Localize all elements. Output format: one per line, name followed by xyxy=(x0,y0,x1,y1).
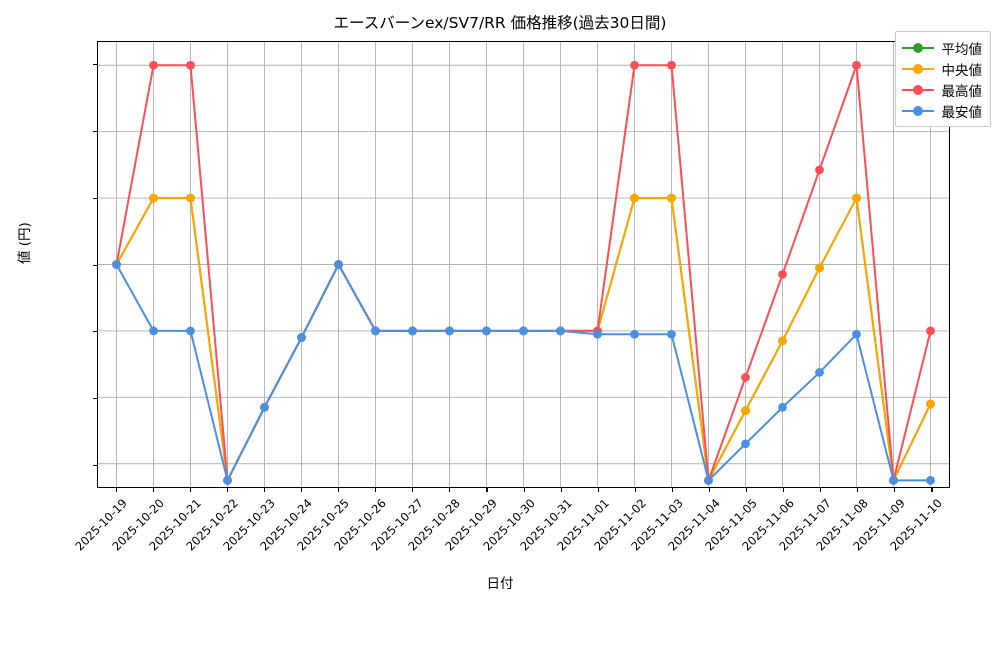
x-tick-mark xyxy=(412,488,414,492)
legend-swatch-icon xyxy=(901,41,934,55)
legend-swatch-icon xyxy=(901,104,934,118)
y-tick-mark xyxy=(93,264,97,266)
x-tick-mark xyxy=(597,488,599,492)
x-tick-mark xyxy=(671,488,673,492)
x-tick-mark xyxy=(746,488,748,492)
y-tick-mark xyxy=(93,64,97,66)
legend-label: 最高値 xyxy=(941,83,983,100)
x-tick-mark xyxy=(894,488,896,492)
grid-lines xyxy=(98,42,949,487)
y-tick-mark xyxy=(93,397,97,400)
x-tick-mark xyxy=(300,488,303,492)
legend-item-2[interactable]: 最高値 xyxy=(901,79,983,100)
x-tick-mark xyxy=(783,488,785,492)
x-tick-mark xyxy=(375,488,377,492)
legend-item-1[interactable]: 中央値 xyxy=(901,58,983,79)
x-tick-mark xyxy=(152,488,154,492)
x-axis-label: 日付 xyxy=(486,576,514,592)
chart-title: エースバーンex/SV7/RR 価格推移(過去30日間) xyxy=(333,14,667,32)
legend-label: 平均値 xyxy=(941,41,983,58)
y-axis-label: 値 (円) xyxy=(17,222,33,264)
x-tick-mark xyxy=(857,488,859,492)
x-tick-mark xyxy=(523,488,525,492)
x-tick-mark xyxy=(263,488,265,492)
legend-swatch-icon xyxy=(901,62,934,76)
legend-item-3[interactable]: 最安値 xyxy=(901,100,983,121)
legend-item-0[interactable]: 平均値 xyxy=(901,37,983,58)
y-tick-mark xyxy=(93,131,97,133)
chart-figure: エースバーンex/SV7/RR 価格推移(過去30日間) 値 (円) 日付 40… xyxy=(17,14,991,592)
legend-swatch-icon xyxy=(901,83,934,97)
x-tick-mark xyxy=(708,488,711,492)
y-tick-mark xyxy=(93,197,97,199)
x-tick-mark xyxy=(560,488,562,492)
x-tick-mark xyxy=(486,488,488,492)
series-3 xyxy=(112,260,935,485)
x-tick-mark xyxy=(338,488,340,492)
y-tick-mark xyxy=(93,464,97,466)
chart-legend: 平均値中央値最高値最安値 xyxy=(894,31,991,127)
x-tick-mark xyxy=(115,488,117,492)
plot-area xyxy=(97,41,950,488)
legend-label: 中央値 xyxy=(941,62,983,79)
legend-label: 最安値 xyxy=(941,104,983,121)
x-tick-mark xyxy=(449,488,451,492)
x-tick-mark xyxy=(226,488,228,492)
x-tick-mark xyxy=(820,488,822,492)
x-tick-mark xyxy=(189,488,191,492)
x-tick-mark xyxy=(931,488,933,492)
plot-canvas xyxy=(98,42,949,487)
y-tick-mark xyxy=(93,331,97,333)
x-tick-mark xyxy=(634,488,636,492)
